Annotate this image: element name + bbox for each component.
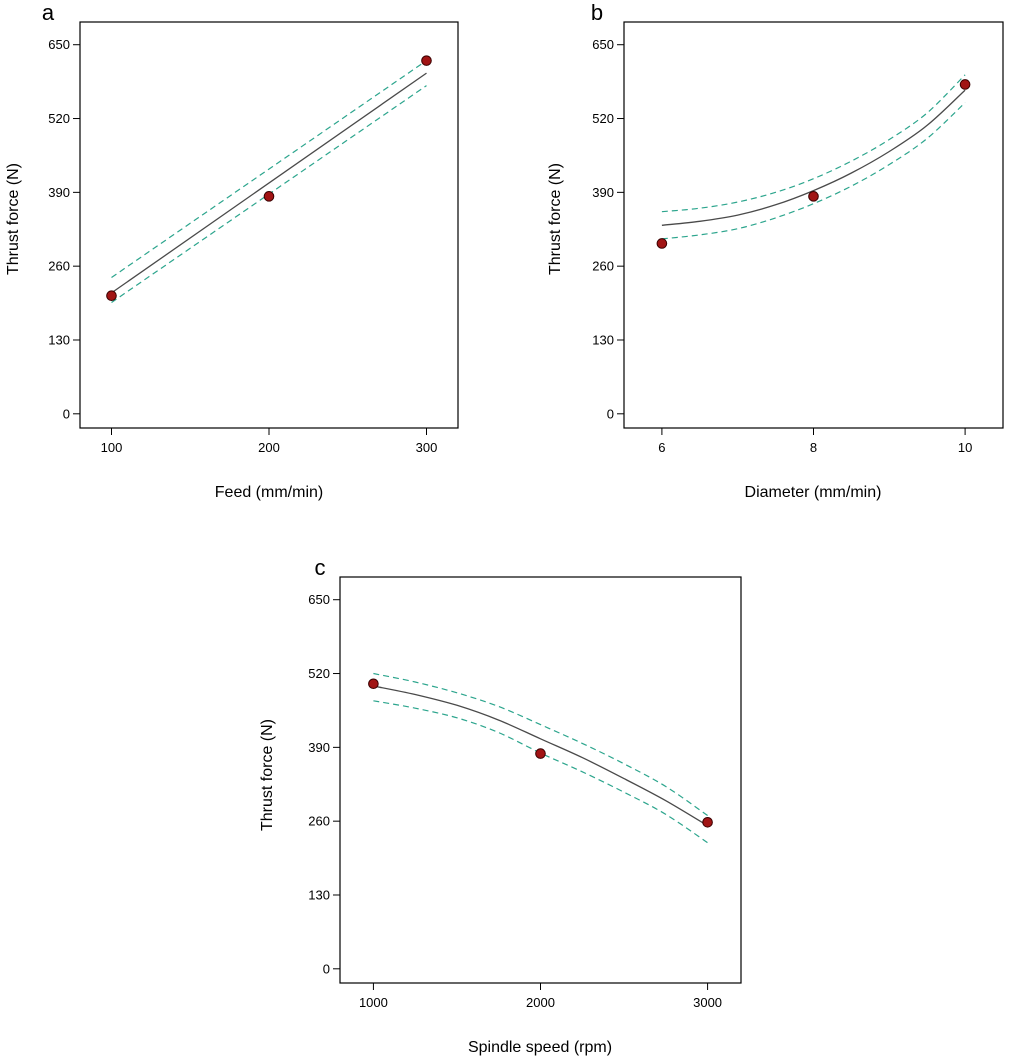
ci-lower-line	[373, 700, 708, 844]
panel-label: a	[42, 0, 55, 25]
data-point	[702, 817, 713, 828]
y-axis-title: Thrust force (N)	[5, 163, 22, 275]
data-point	[368, 678, 379, 690]
panel-label: b	[591, 0, 603, 25]
fit-line	[373, 685, 708, 827]
y-tick-label: 260	[48, 259, 70, 274]
panel-a: a 0 130 260 390 520 650 100 200 300 Feed (mm/min) T…	[5, 0, 459, 501]
ci-upper-line	[373, 672, 708, 816]
y-tick-label: 130	[48, 332, 70, 347]
plot-frame	[339, 576, 742, 984]
x-tick-label: 100	[101, 440, 123, 455]
y-axis-title: Thrust force (N)	[547, 163, 564, 275]
y-axis-title: Thrust force (N)	[259, 719, 276, 831]
ci-upper-line	[661, 74, 966, 213]
y-tick-label: 0	[323, 961, 330, 976]
panel-c: c 0 130 260 390 520 650 1000 2000 3000 Spindle spe…	[259, 555, 742, 1056]
data-point	[959, 79, 971, 90]
data-point	[421, 55, 432, 66]
y-tick-label: 390	[48, 185, 70, 200]
x-tick-label: 2000	[526, 995, 555, 1010]
data-point	[106, 290, 117, 301]
y-tick-label: 130	[592, 332, 614, 347]
panel-label: c	[315, 555, 326, 580]
x-tick-label: 8	[810, 440, 817, 455]
y-tick-label: 0	[63, 406, 70, 421]
panel-b: b 0 130 260 390 520 650 6 8 10 Diameter (mm/min) Th…	[547, 0, 1004, 501]
x-tick-label: 6	[658, 440, 665, 455]
y-tick-label: 520	[308, 666, 330, 681]
x-tick-label: 1000	[359, 995, 388, 1010]
plot-frame	[79, 21, 459, 429]
y-tick-label: 520	[48, 111, 70, 126]
x-tick-label: 10	[958, 440, 972, 455]
data-point	[263, 191, 275, 202]
y-tick-label: 0	[607, 406, 614, 421]
y-tick-label: 650	[592, 37, 614, 52]
y-tick-label: 390	[308, 740, 330, 755]
y-tick-label: 650	[48, 37, 70, 52]
data-point	[656, 238, 668, 249]
y-tick-label: 260	[592, 259, 614, 274]
y-tick-label: 260	[308, 814, 330, 829]
ci-lower-line	[661, 102, 966, 240]
x-axis-title: Feed (mm/min)	[215, 484, 323, 501]
fit-line	[661, 89, 966, 226]
x-tick-label: 3000	[693, 995, 722, 1010]
x-axis-title: Spindle speed (rpm)	[468, 1039, 612, 1056]
y-tick-label: 520	[592, 111, 614, 126]
y-tick-label: 390	[592, 185, 614, 200]
plot-frame	[623, 21, 1004, 429]
x-tick-label: 300	[416, 440, 438, 455]
ci-upper-line	[111, 60, 427, 278]
data-point	[535, 748, 546, 759]
fit-line	[111, 72, 427, 294]
x-tick-label: 200	[258, 440, 280, 455]
x-axis-title: Diameter (mm/min)	[745, 484, 882, 501]
y-tick-label: 650	[308, 592, 330, 607]
data-point	[808, 191, 819, 202]
y-tick-label: 130	[308, 887, 330, 902]
